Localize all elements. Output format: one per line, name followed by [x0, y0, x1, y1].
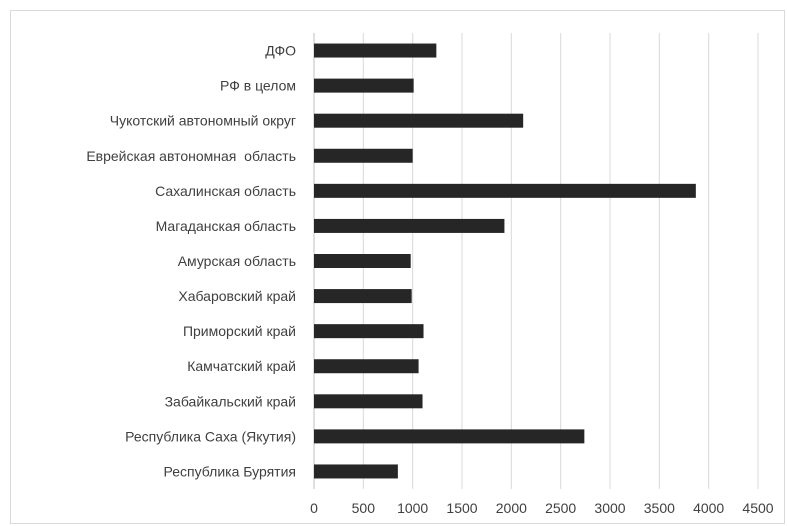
- category-label: Республика Бурятия: [164, 463, 296, 479]
- category-label: РФ в целом: [220, 78, 296, 94]
- category-label: ДФО: [265, 43, 296, 59]
- bar: [314, 113, 524, 128]
- x-tick-label: 3500: [644, 500, 675, 516]
- x-tick-label: 4500: [742, 500, 773, 516]
- x-tick-label: 4000: [693, 500, 724, 516]
- bar: [314, 254, 411, 268]
- category-labels: ДФО РФ в целом Чукотский автономный округ Е…: [86, 43, 296, 480]
- bar: [314, 394, 423, 409]
- category-label: Забайкальский край: [165, 393, 296, 409]
- x-tick-label: 2500: [545, 500, 576, 516]
- category-label: Еврейская автономная область: [86, 148, 296, 164]
- bar: [314, 464, 398, 479]
- bar: [314, 429, 585, 444]
- bar: [314, 78, 414, 93]
- x-tick-label: 0: [310, 500, 318, 516]
- bars: [314, 43, 696, 479]
- category-label: Приморский край: [183, 323, 296, 339]
- bar: [314, 359, 419, 374]
- x-tick-label: 1000: [397, 500, 428, 516]
- bar: [314, 324, 424, 339]
- category-label: Чукотский автономный округ: [110, 113, 296, 129]
- bar: [314, 148, 413, 163]
- bar: [314, 43, 437, 58]
- category-label: Магаданская область: [156, 218, 296, 234]
- category-label: Республика Саха (Якутия): [125, 428, 296, 444]
- x-tick-label: 2000: [496, 500, 527, 516]
- bar: [314, 183, 696, 198]
- category-label: Амурская область: [178, 253, 296, 269]
- x-axis-tick-labels: 0 500 1000 1500 2000 2500 3000 3500 4000 4500: [310, 500, 774, 516]
- grid-lines: [313, 33, 759, 489]
- chart-border: [10, 10, 785, 524]
- category-label: Сахалинская область: [155, 183, 296, 199]
- x-tick-label: 1500: [446, 500, 477, 516]
- bar: [314, 289, 412, 304]
- x-tick-label: 500: [352, 500, 376, 516]
- category-label: Хабаровский край: [178, 288, 296, 304]
- x-tick-label: 3000: [594, 500, 625, 516]
- bar: [314, 218, 505, 233]
- category-label: Камчатский край: [187, 358, 296, 374]
